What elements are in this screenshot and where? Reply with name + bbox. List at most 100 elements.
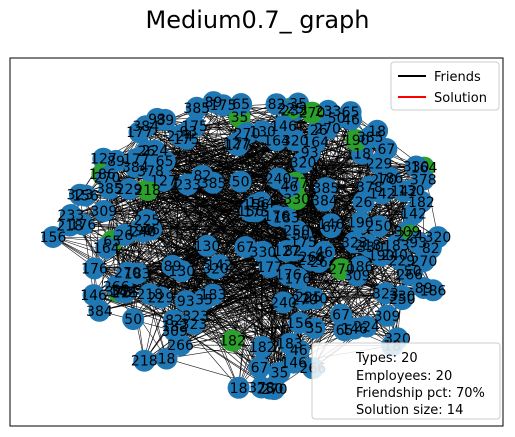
legend-label-friends: Friends [434,70,481,85]
graph-node [376,304,398,327]
node-label: 270 [114,266,141,282]
stats-employees: Employees: 20 [356,369,452,384]
node-label: 218 [355,238,382,254]
node-label: 142 [369,186,396,202]
node-label: 218 [134,183,161,199]
edge [186,138,262,203]
edge [193,107,198,324]
node-label: 46 [315,245,333,261]
node-label: 270 [234,126,261,142]
node-label: 26 [310,123,328,139]
graph-node [229,170,252,193]
graph-node [250,191,273,214]
graph-node [307,250,330,273]
node-label: 378 [105,285,132,301]
graph-node [374,282,397,305]
edge [122,291,275,390]
node-label: 183 [383,238,410,254]
node-label: 156 [72,189,99,205]
graph-node [272,291,295,314]
node-label: 93 [148,112,166,128]
node-label: 146 [318,217,345,233]
node-label: 127 [150,174,177,190]
node-label: 142 [391,184,418,200]
node-label: 156 [40,230,67,246]
node-label: 183 [200,288,227,304]
node-label: 224 [142,144,169,160]
graph-node [422,279,445,302]
graph-node [285,219,308,242]
graph-node [128,121,151,144]
node-label: 250 [389,292,416,308]
graph-node [118,178,140,200]
graph-node [371,182,394,205]
node-label: 270 [291,293,318,309]
node-label: 46 [290,343,308,359]
node-label: 26 [355,195,373,211]
node-label: 190 [368,249,395,265]
graph-node [392,180,415,203]
stats-solution-size: Solution size: 14 [356,403,463,418]
node-label: 93 [301,146,319,162]
graph-node [139,160,162,183]
node-label: 177 [256,260,283,276]
graph-node [268,361,291,384]
edge [52,152,310,238]
legend-label-solution: Solution [434,91,487,106]
node-label: 89 [164,259,182,275]
edge [238,204,257,388]
graph-node [154,108,177,131]
graph-node [426,226,449,249]
node-label: 323 [182,309,209,325]
node-label: 183 [124,266,151,282]
node-label: 266 [396,268,423,284]
node-label: 175 [173,132,200,148]
node-label: 224 [353,320,380,336]
node-label: 186 [377,171,404,187]
node-label: 50 [292,228,310,244]
node-label: 89 [415,281,433,297]
node-label: 89 [205,95,223,111]
graph-node [227,376,250,399]
node-label: 266 [167,338,194,354]
node-label: 190 [343,133,370,149]
node-label: 250 [257,382,284,398]
solution-node [301,101,323,124]
node-label: 270 [328,262,355,278]
stats-box: Types: 20 Employees: 20 Friendship pct: … [311,342,501,420]
node-label: 164 [411,161,438,177]
graph-node [359,235,382,258]
graph-node [92,200,115,222]
node-label: 320 [202,261,229,277]
node-label: 384 [110,284,137,300]
graph-node [177,120,200,143]
node-label: 309 [90,204,117,220]
node-label: 225 [278,101,305,117]
node-label: 175 [210,98,237,114]
graph-node [163,309,185,332]
graph-node [303,317,326,339]
node-label: 65 [342,105,360,121]
graph-node [83,257,106,280]
graph-node [303,287,326,310]
node-label: 225 [112,285,139,301]
graph-node [391,285,414,307]
node-label: 93 [177,294,195,310]
node-label: 26 [115,228,133,244]
graph-node [95,236,118,259]
node-label: 46 [342,112,360,128]
node-label: 233 [174,178,201,194]
node-label: 190 [347,216,374,232]
stats-panel [311,342,501,420]
graph-node [359,126,382,149]
node-label: 65 [156,154,174,170]
node-label: 93 [409,236,427,252]
graph-node [105,149,127,172]
graph-node [128,219,151,242]
graph-node [202,283,224,306]
node-label: 385 [200,176,227,192]
node-label: 224 [167,129,194,145]
edge [150,170,384,180]
node-label: 164 [93,241,120,257]
graph-node [250,376,273,399]
